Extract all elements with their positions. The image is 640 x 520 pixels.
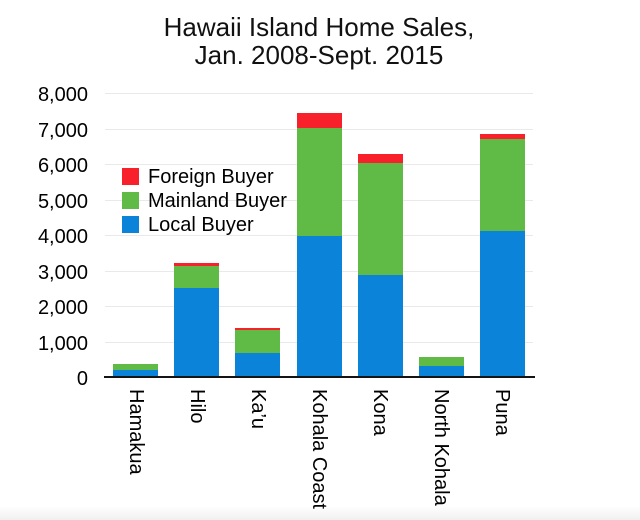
bar-hamakua-mainland-buyer — [113, 363, 159, 370]
y-tick-label-7-000: 7,000 — [37, 119, 88, 142]
bar-north-kohala-local-buyer — [418, 366, 464, 377]
bar-ka-u-mainland-buyer — [235, 329, 281, 353]
y-tick-label-2-000: 2,000 — [37, 297, 88, 319]
legend-label-foreign-buyer: Foreign Buyer — [148, 165, 274, 188]
legend-label-mainland-buyer: Mainland Buyer — [148, 189, 287, 212]
x-tick-label-kohala-coast: Kohala Coast — [308, 389, 330, 510]
bar-ka-u-local-buyer — [235, 352, 281, 377]
x-tick-label-puna: Puna — [491, 389, 514, 436]
y-tick-label-4-000: 4,000 — [37, 226, 88, 248]
x-axis-line — [104, 376, 535, 378]
legend-label-local-buyer: Local Buyer — [148, 213, 254, 236]
bar-puna-local-buyer — [479, 231, 525, 377]
chart-title: Hawaii Island Home Sales, Jan. 2008-Sept… — [105, 13, 533, 69]
bar-kona-mainland-buyer — [357, 162, 403, 275]
bar-hilo-mainland-buyer — [174, 265, 220, 288]
legend-item-foreign-buyer: Foreign Buyer — [122, 165, 287, 188]
y-tick-label-8-000: 8,000 — [37, 84, 88, 106]
bar-hilo-foreign-buyer — [174, 263, 220, 266]
y-tick-label-0: 0 — [76, 368, 88, 390]
y-tick-label-5-000: 5,000 — [37, 190, 88, 213]
legend-swatch-mainland-buyer — [122, 192, 139, 209]
bar-hilo-local-buyer — [174, 287, 220, 377]
gridline-8000 — [105, 93, 533, 94]
x-tick-label-north-kohala: North Kohala — [430, 389, 453, 506]
chart-title-line2: Jan. 2008-Sept. 2015 — [194, 40, 444, 70]
chart-title-line1: Hawaii Island Home Sales, — [163, 12, 475, 42]
bar-ka-u-foreign-buyer — [235, 327, 281, 330]
y-tick-label-6-000: 6,000 — [37, 155, 88, 177]
x-tick-label-hamakua: Hamakua — [124, 389, 147, 475]
bar-north-kohala-mainland-buyer — [418, 356, 464, 366]
x-tick-label-hilo: Hilo — [185, 389, 208, 424]
bar-kona-local-buyer — [357, 274, 403, 377]
bar-puna-mainland-buyer — [479, 139, 525, 232]
plot-area — [105, 93, 533, 377]
bar-puna-foreign-buyer — [479, 133, 525, 140]
y-tick-label-3-000: 3,000 — [37, 261, 88, 284]
bar-kohala-coast-local-buyer — [296, 235, 342, 377]
y-tick-label-1-000: 1,000 — [37, 332, 88, 355]
x-tick-label-ka-u: Ka’u — [246, 389, 269, 430]
legend-item-mainland-buyer: Mainland Buyer — [122, 189, 287, 212]
x-tick-label-kona: Kona — [369, 389, 392, 436]
legend-swatch-local-buyer — [122, 216, 139, 233]
bar-hamakua-local-buyer — [113, 369, 159, 377]
bar-kona-foreign-buyer — [357, 154, 403, 163]
bottom-fade — [0, 506, 640, 520]
legend-item-local-buyer: Local Buyer — [122, 213, 287, 236]
legend-swatch-foreign-buyer — [122, 168, 139, 185]
legend: Foreign Buyer Mainland Buyer Local Buyer — [122, 165, 287, 240]
bar-kohala-coast-foreign-buyer — [296, 112, 342, 128]
bar-kohala-coast-mainland-buyer — [296, 127, 342, 236]
